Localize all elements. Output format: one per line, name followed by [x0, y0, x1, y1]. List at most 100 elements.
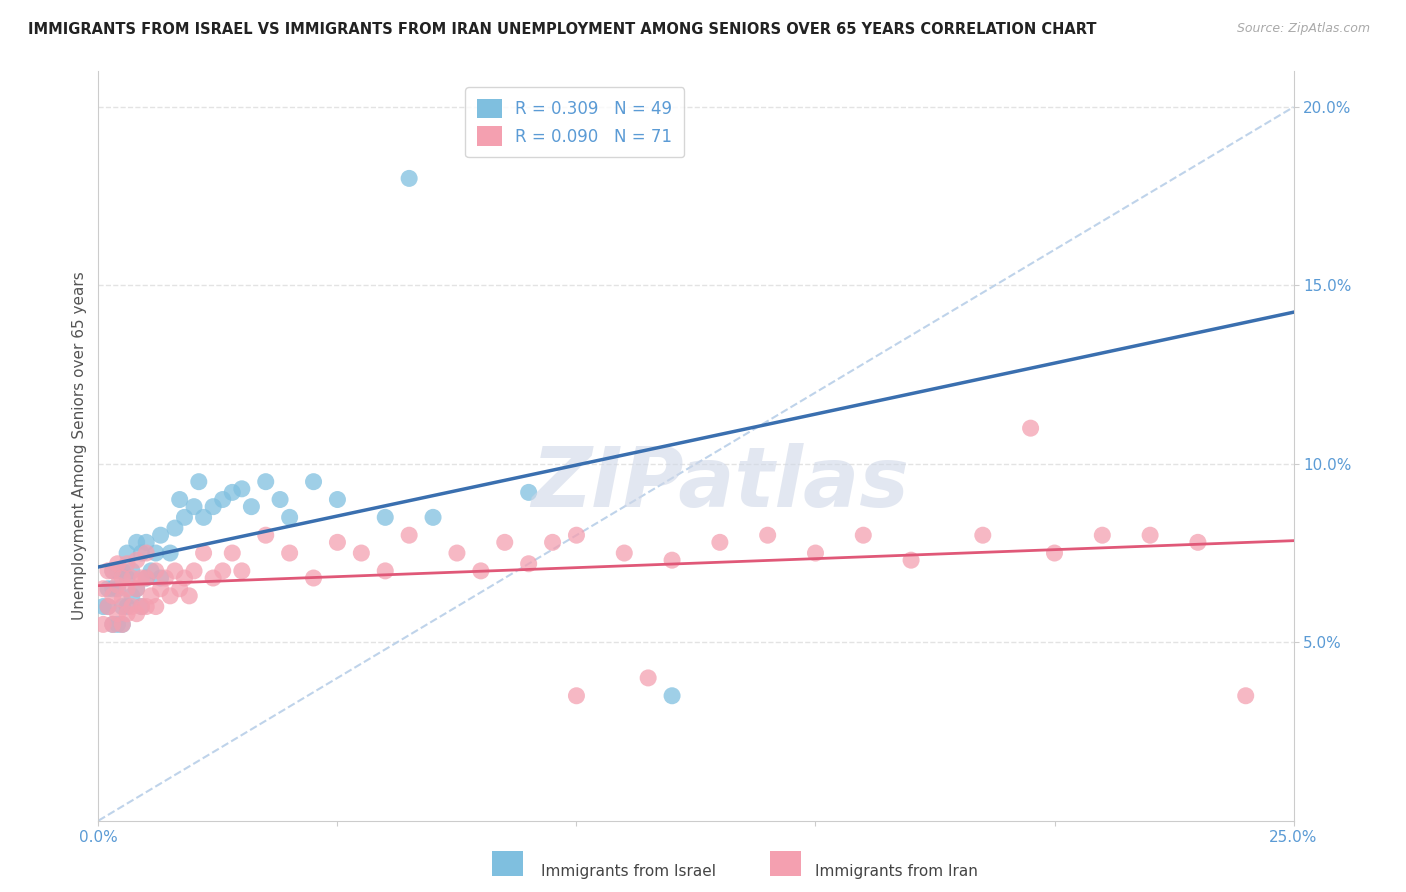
Point [125, 607, 148, 621]
Text: IMMIGRANTS FROM ISRAEL VS IMMIGRANTS FROM IRAN UNEMPLOYMENT AMONG SENIORS OVER 6: IMMIGRANTS FROM ISRAEL VS IMMIGRANTS FRO… [28, 22, 1097, 37]
Point [661, 553, 683, 567]
Point [159, 546, 181, 560]
Point [111, 599, 134, 614]
Point [121, 571, 143, 585]
Point [107, 564, 129, 578]
Point [125, 582, 148, 596]
Point [101, 564, 124, 578]
Point [169, 582, 191, 596]
Point [517, 557, 540, 571]
Text: Immigrants from Iran: Immigrants from Iran [815, 864, 979, 879]
Point [107, 582, 129, 596]
Point [135, 535, 157, 549]
Point [254, 528, 277, 542]
Point [91, 582, 114, 596]
Point [97, 582, 120, 596]
Point [145, 599, 167, 614]
Point [173, 510, 195, 524]
Point [302, 475, 325, 489]
Legend: R = 0.309   N = 49, R = 0.090   N = 71: R = 0.309 N = 49, R = 0.090 N = 71 [465, 87, 683, 157]
Point [350, 546, 373, 560]
Point [101, 617, 124, 632]
Point [446, 546, 468, 560]
Point [278, 546, 301, 560]
Point [121, 589, 143, 603]
Point [97, 599, 120, 614]
Point [139, 589, 162, 603]
Point [91, 599, 114, 614]
Point [115, 582, 138, 596]
Point [115, 599, 138, 614]
Point [1091, 528, 1114, 542]
Point [565, 689, 588, 703]
Point [972, 528, 994, 542]
Point [231, 564, 253, 578]
Point [101, 564, 124, 578]
Point [131, 546, 153, 560]
Point [565, 528, 588, 542]
Point [107, 557, 129, 571]
Point [125, 553, 148, 567]
Point [1234, 689, 1257, 703]
Point [135, 599, 157, 614]
Point [149, 571, 172, 585]
Point [97, 564, 120, 578]
Point [637, 671, 659, 685]
Point [131, 571, 153, 585]
Point [135, 571, 157, 585]
Point [107, 617, 129, 632]
Point [1187, 535, 1209, 549]
Point [202, 500, 225, 514]
Point [900, 553, 922, 567]
Point [97, 599, 120, 614]
Point [517, 485, 540, 500]
Point [613, 546, 636, 560]
Point [221, 485, 243, 500]
Point [240, 500, 263, 514]
Point [1139, 528, 1161, 542]
Point [398, 171, 420, 186]
Point [121, 599, 143, 614]
Point [302, 571, 325, 585]
Point [374, 564, 396, 578]
Point [661, 689, 683, 703]
Point [278, 510, 301, 524]
Point [494, 535, 516, 549]
Point [187, 475, 209, 489]
Point [131, 599, 153, 614]
Point [173, 571, 195, 585]
Point [709, 535, 731, 549]
Point [115, 557, 138, 571]
Point [131, 599, 153, 614]
Point [163, 521, 186, 535]
Point [101, 582, 124, 596]
Y-axis label: Unemployment Among Seniors over 65 years: Unemployment Among Seniors over 65 years [72, 272, 87, 620]
Point [101, 589, 124, 603]
Point [211, 492, 233, 507]
Point [135, 571, 157, 585]
Point [111, 592, 134, 607]
Text: ZIPatlas: ZIPatlas [531, 443, 908, 524]
Point [183, 564, 205, 578]
Point [1019, 421, 1042, 435]
Point [135, 546, 157, 560]
Point [183, 500, 205, 514]
Point [470, 564, 492, 578]
Point [756, 528, 779, 542]
Point [169, 492, 191, 507]
Point [254, 475, 277, 489]
Point [422, 510, 444, 524]
Point [852, 528, 875, 542]
Point [159, 589, 181, 603]
Point [115, 571, 138, 585]
Point [211, 564, 233, 578]
Point [121, 564, 143, 578]
Point [1043, 546, 1066, 560]
Point [111, 617, 134, 632]
Point [111, 571, 134, 585]
Point [111, 617, 134, 632]
Point [804, 546, 827, 560]
Point [125, 535, 148, 549]
Point [115, 607, 138, 621]
Point [149, 528, 172, 542]
